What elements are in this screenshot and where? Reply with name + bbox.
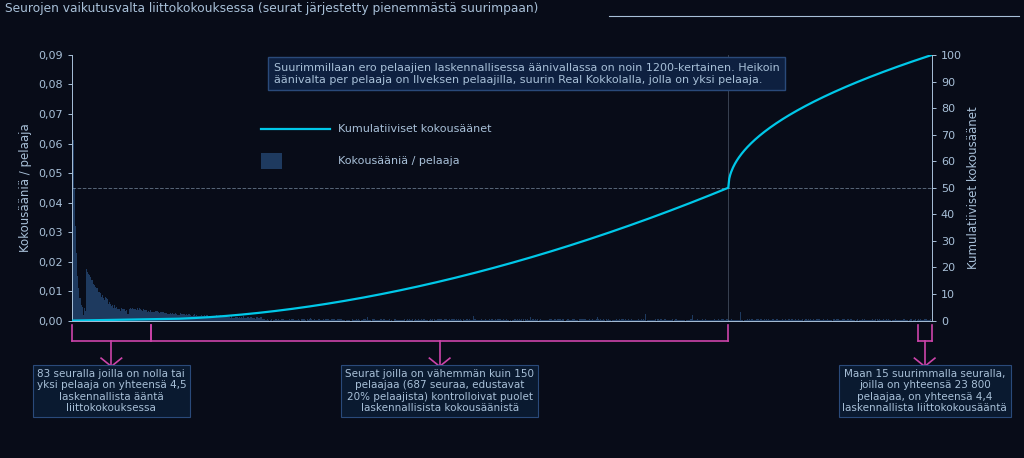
Y-axis label: Kumulatiiviset kokousäänet: Kumulatiiviset kokousäänet bbox=[968, 106, 980, 269]
Y-axis label: Kokousääniä / pelaaja: Kokousääniä / pelaaja bbox=[19, 123, 33, 252]
Text: Suurimmillaan ero pelaajien laskennallisessa äänivallassa on noin 1200-kertainen: Suurimmillaan ero pelaajien laskennallis… bbox=[273, 63, 779, 85]
Text: Seurojen vaikutusvalta liittokokouksessa (seurat järjestetty pienemmästä suurimp: Seurojen vaikutusvalta liittokokouksessa… bbox=[5, 2, 539, 15]
Text: Kumulatiiviset kokousäänet: Kumulatiiviset kokousäänet bbox=[338, 124, 492, 134]
Text: Seurat joilla on vähemmän kuin 150
pelaajaa (687 seuraa, edustavat
20% pelaajist: Seurat joilla on vähemmän kuin 150 pelaa… bbox=[345, 369, 535, 414]
Text: Maan 15 suurimmalla seuralla,
joilla on yhteensä 23 800
pelaajaa, on yhteensä 4,: Maan 15 suurimmalla seuralla, joilla on … bbox=[843, 369, 1007, 414]
Text: Kokousääniä / pelaaja: Kokousääniä / pelaaja bbox=[338, 156, 460, 166]
Text: 83 seuralla joilla on nolla tai
yksi pelaaja on yhteensä 4,5
laskennallista äänt: 83 seuralla joilla on nolla tai yksi pel… bbox=[37, 369, 186, 414]
Bar bbox=[261, 153, 283, 169]
